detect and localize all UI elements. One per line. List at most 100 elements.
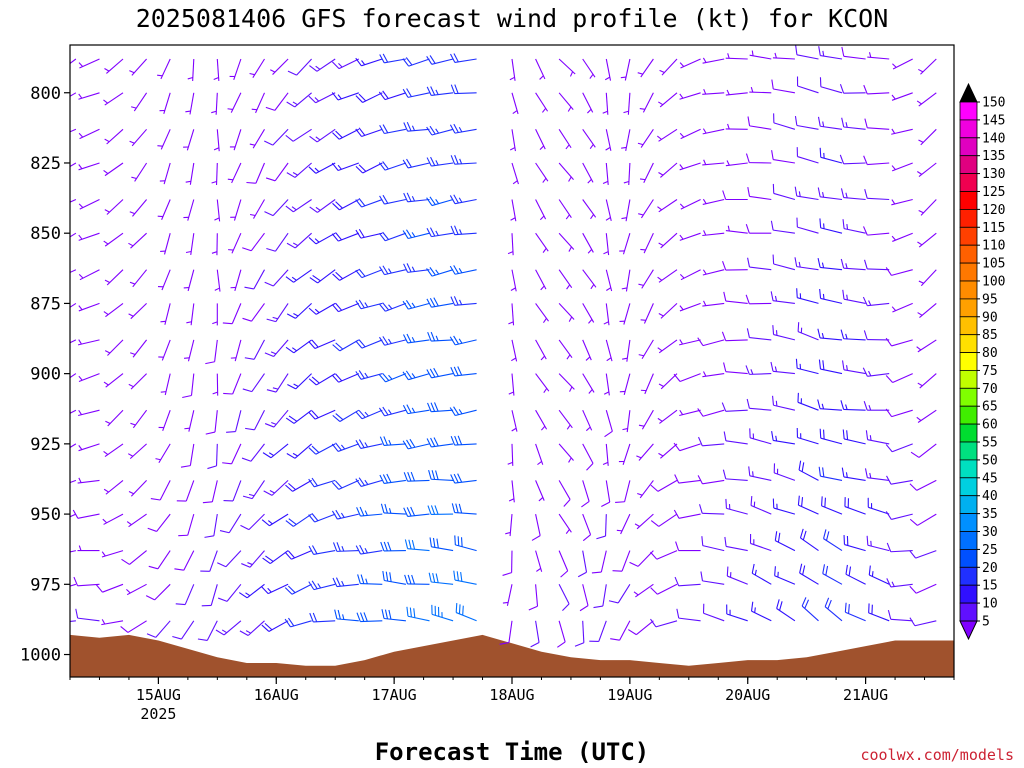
wind-barb <box>285 128 312 142</box>
wind-barb <box>455 603 477 622</box>
wind-barb <box>794 257 819 271</box>
wind-barb <box>229 129 242 151</box>
wind-barb <box>747 116 772 130</box>
wind-barb <box>772 52 795 60</box>
wind-barb <box>332 339 360 352</box>
wind-barb <box>238 583 265 599</box>
wind-barb <box>129 58 148 76</box>
wind-barb <box>640 232 654 254</box>
wind-barb <box>535 443 544 466</box>
wind-barb <box>891 232 913 242</box>
wind-barb <box>558 92 574 112</box>
wind-barb <box>863 84 890 95</box>
wind-barb <box>771 79 795 94</box>
wind-barb <box>679 92 701 100</box>
wind-barb <box>265 92 289 111</box>
wind-barb <box>402 438 430 450</box>
wind-barb <box>308 373 336 386</box>
wind-barb <box>356 506 383 517</box>
wind-barb <box>70 58 77 73</box>
wind-barb <box>844 497 866 515</box>
wind-barb <box>103 92 124 106</box>
wind-barb <box>697 475 725 485</box>
wind-barb <box>817 399 843 411</box>
wind-barb <box>427 402 454 413</box>
wind-barb <box>70 339 77 351</box>
wind-barb <box>70 620 76 624</box>
wind-barb <box>380 541 406 552</box>
wind-barb <box>211 92 218 115</box>
colorbar-tick-label: 25 <box>982 543 998 558</box>
wind-barb <box>582 373 595 394</box>
colorbar-top-arrow <box>959 82 978 103</box>
wind-barb <box>147 513 171 532</box>
colorbar-swatch <box>959 101 978 121</box>
wind-barb <box>582 303 595 324</box>
colorbar-swatch <box>959 173 978 192</box>
wind-barb <box>308 513 336 523</box>
wind-barb <box>865 430 890 445</box>
wind-barb <box>795 358 819 375</box>
wind-barb <box>638 409 654 430</box>
wind-barb <box>73 576 100 587</box>
colorbar-tick-label: 80 <box>982 346 998 361</box>
wind-barb <box>104 58 124 74</box>
wind-barb <box>103 479 124 495</box>
wind-barb <box>178 513 195 537</box>
wind-barb <box>508 373 515 396</box>
wind-barb <box>702 89 725 95</box>
wind-barb <box>450 154 477 165</box>
wind-barb <box>842 219 866 234</box>
wind-barb <box>244 269 265 290</box>
colorbar-tick-label: 100 <box>982 275 1005 290</box>
wind-barb <box>582 128 596 150</box>
wind-barb <box>602 92 609 115</box>
wind-barb <box>70 409 77 421</box>
wind-barb <box>287 58 313 76</box>
wind-barb <box>558 584 570 612</box>
wind-barb <box>157 58 171 80</box>
wind-barb <box>285 409 312 424</box>
wind-barb <box>842 289 866 304</box>
wind-barb <box>885 511 913 520</box>
wind-barb <box>507 443 514 466</box>
wind-barb <box>426 437 454 448</box>
wind-barb <box>70 128 77 139</box>
wind-barb <box>427 331 454 342</box>
y-tick-label: 1000 <box>20 646 61 666</box>
wind-barb <box>70 583 77 592</box>
wind-barb <box>868 565 890 585</box>
wind-barb <box>174 550 195 571</box>
wind-barb <box>261 583 289 595</box>
wind-barb <box>633 583 654 598</box>
wind-barb <box>751 563 772 585</box>
wind-barb <box>261 620 289 632</box>
wind-barb <box>355 544 383 555</box>
colorbar-swatch <box>959 513 978 532</box>
wind-barb <box>702 159 725 166</box>
wind-barb <box>745 153 772 164</box>
wind-barb <box>773 113 796 130</box>
wind-barb <box>673 373 701 382</box>
wind-barb <box>103 373 124 388</box>
wind-barb <box>891 162 913 172</box>
wind-barb <box>104 199 124 215</box>
colorbar-tick-label: 20 <box>982 561 998 576</box>
wind-barb <box>819 147 843 164</box>
wind-barb <box>796 147 819 164</box>
colorbar-swatch <box>959 280 978 300</box>
wind-barb <box>270 58 289 75</box>
wind-barb <box>557 620 566 648</box>
wind-barb <box>673 509 701 519</box>
wind-barb <box>429 537 454 552</box>
wind-barb <box>426 125 454 136</box>
wind-barb <box>426 367 454 379</box>
wind-barb <box>535 58 546 80</box>
wind-barb <box>78 443 100 452</box>
wind-barb <box>535 303 549 323</box>
wind-barb <box>918 199 937 216</box>
wind-barb <box>261 513 289 527</box>
wind-barb <box>285 479 312 492</box>
wind-barb <box>205 410 218 435</box>
wind-barb <box>697 337 725 347</box>
